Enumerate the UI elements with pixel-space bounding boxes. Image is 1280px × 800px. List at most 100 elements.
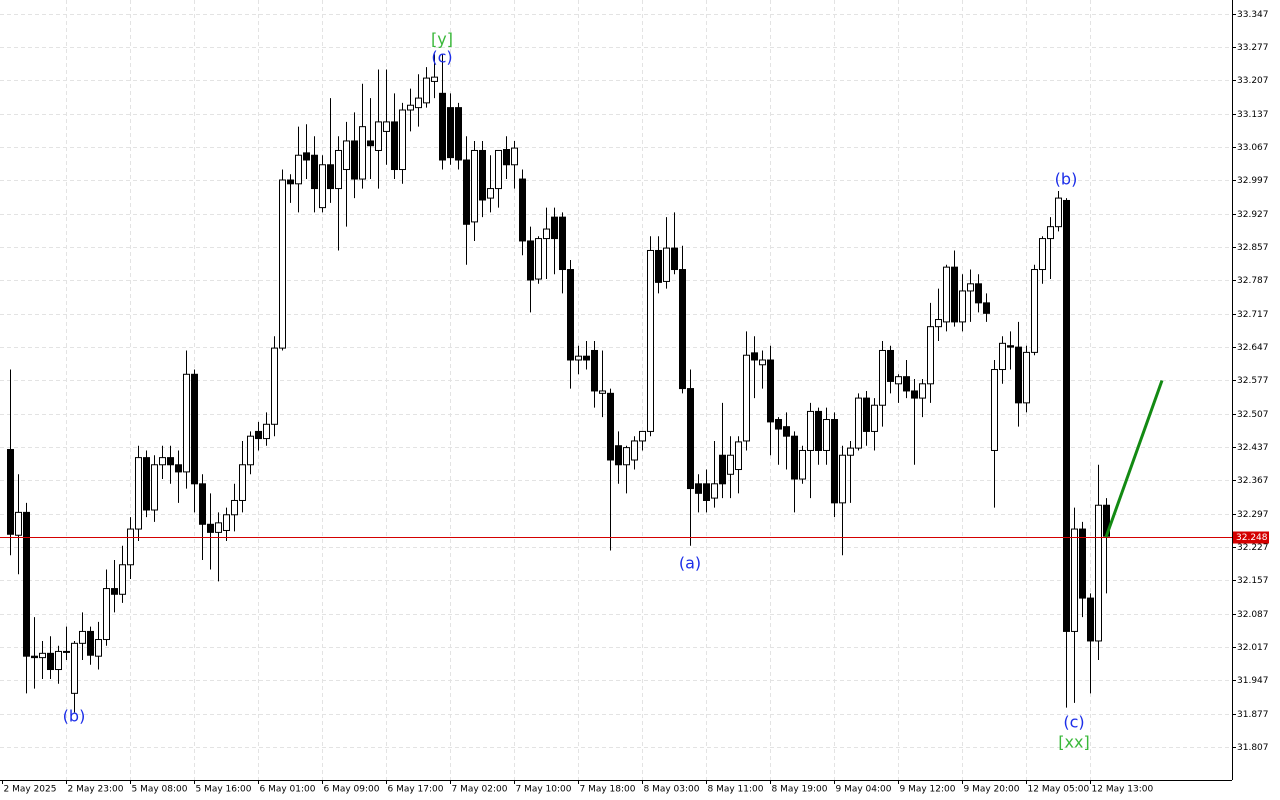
x-tick-label: 9 May 12:00 <box>900 785 956 795</box>
candle-body <box>343 140 350 171</box>
candle-body <box>679 269 686 390</box>
candle-body <box>1095 504 1102 642</box>
candle-body <box>463 159 470 225</box>
candle-body <box>7 449 14 535</box>
candle-body <box>255 430 262 440</box>
candle-body <box>279 179 286 349</box>
x-tick-label: 7 May 18:00 <box>580 785 636 795</box>
candle-body <box>215 522 222 533</box>
x-tick-label: 2 May 23:00 <box>68 785 124 795</box>
y-tick-label: 33.277 <box>1237 43 1269 53</box>
candle-body <box>247 435 254 466</box>
candle-body <box>735 441 742 471</box>
x-tick-label: 9 May 04:00 <box>836 785 892 795</box>
x-tick-label: 7 May 02:00 <box>452 785 508 795</box>
y-tick-label: 31.947 <box>1237 676 1269 686</box>
candle-body <box>295 154 302 185</box>
candle-body <box>391 121 398 171</box>
x-tick-label: 5 May 16:00 <box>196 785 252 795</box>
candle-body <box>999 342 1006 371</box>
candle-body <box>879 349 886 406</box>
candle-body <box>1047 226 1054 240</box>
x-tick-label: 2 May 2025 <box>4 785 57 795</box>
candle-body <box>183 373 190 473</box>
candle-body <box>591 349 598 392</box>
candle-body <box>159 457 166 466</box>
y-tick-label: 32.437 <box>1237 443 1269 453</box>
candle-body <box>767 359 774 423</box>
y-tick-label: 32.787 <box>1237 276 1269 286</box>
candle-body <box>87 630 94 656</box>
candle-body <box>263 423 270 440</box>
candle-body <box>135 457 142 530</box>
grid <box>0 0 1232 780</box>
candle-body <box>1055 197 1062 228</box>
candle-body <box>655 249 662 283</box>
candle-body <box>1039 238 1046 271</box>
candle-body <box>455 107 462 161</box>
candle-body <box>847 447 854 456</box>
candle-body <box>495 149 502 190</box>
y-tick-label: 33.067 <box>1237 143 1269 153</box>
candle-body <box>303 152 310 161</box>
candle-body <box>583 355 590 361</box>
candle-body <box>959 290 966 323</box>
candle-body <box>151 464 158 511</box>
x-tick-label: 9 May 20:00 <box>964 785 1020 795</box>
candle-body <box>535 238 542 280</box>
y-tick-label: 33.347 <box>1237 10 1269 20</box>
candle-body <box>671 247 678 271</box>
candle-body <box>551 216 558 240</box>
candle-body <box>823 419 830 451</box>
candle-body <box>1087 597 1094 642</box>
candle-body <box>79 630 86 644</box>
candle-body <box>487 188 494 199</box>
candle-body <box>175 464 182 473</box>
y-tick-label: 32.367 <box>1237 476 1269 486</box>
candle-body <box>407 104 414 111</box>
candle-body <box>855 397 862 449</box>
candle-body <box>71 642 78 694</box>
candle-body <box>903 376 910 392</box>
candle-body <box>935 319 942 328</box>
candle-body <box>887 349 894 382</box>
candle-body <box>231 499 238 516</box>
x-tick-label: 6 May 09:00 <box>324 785 380 795</box>
current-price-box <box>1233 531 1269 544</box>
y-tick-label: 32.157 <box>1237 576 1269 586</box>
x-tick-label: 6 May 17:00 <box>388 785 444 795</box>
candle-body <box>863 397 870 432</box>
candle-body <box>271 347 278 425</box>
wave-label: (c) <box>1063 713 1084 732</box>
y-tick-label: 32.927 <box>1237 210 1269 220</box>
candle-body <box>951 266 958 323</box>
candle-body <box>375 121 382 151</box>
candle-body <box>783 426 790 437</box>
candle-body <box>639 430 646 442</box>
candle-body <box>191 373 198 485</box>
candle-body <box>695 483 702 494</box>
candle-body <box>623 447 630 466</box>
candle-body <box>807 410 814 451</box>
x-tick-label: 6 May 01:00 <box>260 785 316 795</box>
candle-body <box>1031 269 1038 353</box>
y-tick-label: 32.297 <box>1237 510 1269 520</box>
candle-body <box>967 283 974 292</box>
candle-body <box>831 419 838 504</box>
candle-body <box>423 77 430 104</box>
candle-body <box>775 419 782 430</box>
candle-body <box>647 249 654 432</box>
wave-label: [y] <box>431 30 453 49</box>
x-tick-label: 8 May 03:00 <box>644 785 700 795</box>
candle-body <box>527 240 534 281</box>
candle-body <box>687 388 694 490</box>
candle-body <box>439 92 446 161</box>
candle-body <box>311 154 318 190</box>
wave-label: [xx] <box>1058 733 1089 752</box>
candle-body <box>415 97 422 109</box>
candle-body <box>471 149 478 223</box>
candle-body <box>1007 345 1014 348</box>
y-tick-label: 32.017 <box>1237 643 1269 653</box>
candle-body <box>351 140 358 180</box>
